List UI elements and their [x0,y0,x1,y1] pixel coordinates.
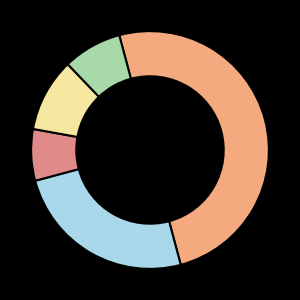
Wedge shape [33,64,99,137]
Wedge shape [31,129,79,181]
Wedge shape [35,169,181,269]
Wedge shape [68,35,131,97]
Wedge shape [119,31,269,265]
